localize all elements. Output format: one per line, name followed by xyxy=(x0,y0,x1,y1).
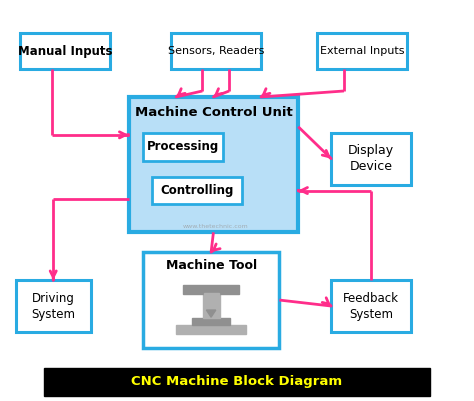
Text: External Inputs: External Inputs xyxy=(319,46,404,56)
Text: Controlling: Controlling xyxy=(160,184,234,197)
FancyBboxPatch shape xyxy=(171,33,261,69)
Text: Manual Inputs: Manual Inputs xyxy=(18,45,112,58)
Polygon shape xyxy=(206,310,216,317)
Bar xyxy=(202,292,219,318)
Text: Processing: Processing xyxy=(146,140,219,153)
FancyBboxPatch shape xyxy=(143,252,279,348)
FancyBboxPatch shape xyxy=(331,133,411,184)
Bar xyxy=(203,293,219,310)
FancyBboxPatch shape xyxy=(331,280,411,332)
Text: Sensors, Readers: Sensors, Readers xyxy=(168,46,264,56)
FancyBboxPatch shape xyxy=(20,33,110,69)
FancyBboxPatch shape xyxy=(128,97,298,232)
FancyBboxPatch shape xyxy=(16,280,91,332)
Bar xyxy=(176,325,246,334)
Text: CNC Machine Block Diagram: CNC Machine Block Diagram xyxy=(131,375,343,388)
Text: Feedback
System: Feedback System xyxy=(343,292,399,320)
Text: Driving
System: Driving System xyxy=(31,292,75,320)
FancyBboxPatch shape xyxy=(152,176,242,205)
Bar xyxy=(183,286,239,294)
FancyBboxPatch shape xyxy=(143,133,223,161)
FancyBboxPatch shape xyxy=(317,33,407,69)
Text: Machine Control Unit: Machine Control Unit xyxy=(135,106,292,119)
Text: www.thetechnic.com: www.thetechnic.com xyxy=(183,224,249,229)
Text: Display
Device: Display Device xyxy=(348,144,394,173)
Bar xyxy=(44,368,430,396)
Bar xyxy=(192,318,230,325)
Text: Machine Tool: Machine Tool xyxy=(165,259,256,271)
